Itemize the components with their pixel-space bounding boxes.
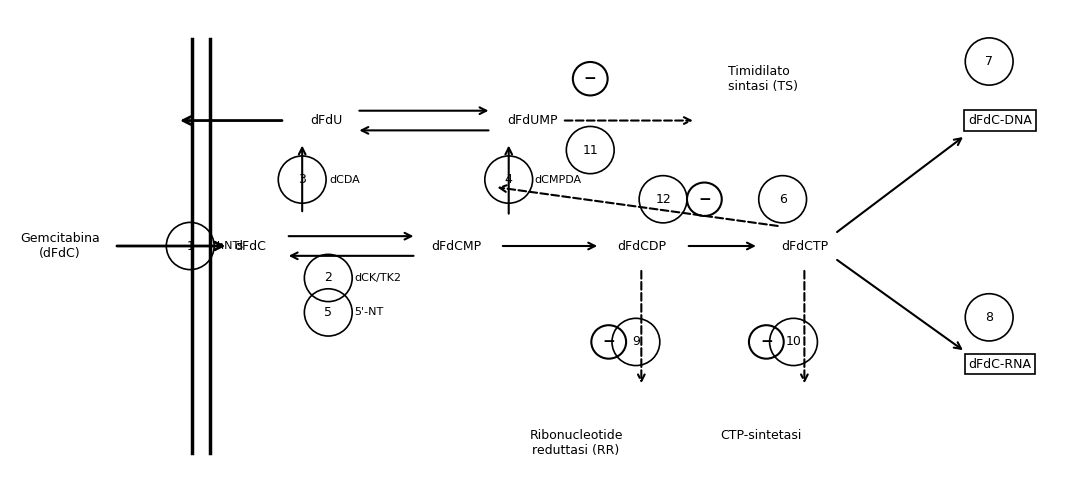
Text: Timidilato
sintasi (TS): Timidilato sintasi (TS) [728,65,798,92]
Text: 4: 4 [504,173,513,186]
Text: dFdCMP: dFdCMP [432,240,482,252]
Text: 1: 1 [186,240,195,252]
Text: 2: 2 [324,272,333,284]
Text: 3: 3 [298,173,307,186]
Text: 5: 5 [324,306,333,319]
Text: 8: 8 [985,311,994,324]
Text: Ribonucleotide
reduttasi (RR): Ribonucleotide reduttasi (RR) [529,429,623,457]
Text: dCDA: dCDA [329,175,360,184]
Text: dCK/TK2: dCK/TK2 [354,273,401,283]
Text: 5'-NT: 5'-NT [354,308,384,317]
Text: 11: 11 [583,144,598,156]
Text: dFdCDP: dFdCDP [616,240,666,252]
Text: CTP-sintetasi: CTP-sintetasi [721,429,801,442]
Text: 6: 6 [778,193,787,206]
Text: 10: 10 [786,336,801,348]
Text: −: − [760,335,773,349]
Text: 9: 9 [632,336,640,348]
Text: −: − [584,71,597,86]
Text: hNTs: hNTs [217,241,243,251]
Text: dFdC: dFdC [234,240,266,252]
Text: dFdU: dFdU [310,114,342,127]
Text: 12: 12 [655,193,671,206]
Text: dFdUMP: dFdUMP [508,114,558,127]
Text: 7: 7 [985,55,994,68]
Text: dFdC-RNA: dFdC-RNA [969,358,1032,370]
Text: dFdCTP: dFdCTP [780,240,828,252]
Text: dFdC-DNA: dFdC-DNA [969,114,1032,127]
Text: −: − [602,335,615,349]
Text: Gemcitabina
(dFdC): Gemcitabina (dFdC) [20,232,100,260]
Text: dCMPDA: dCMPDA [535,175,582,184]
Text: −: − [698,192,711,207]
